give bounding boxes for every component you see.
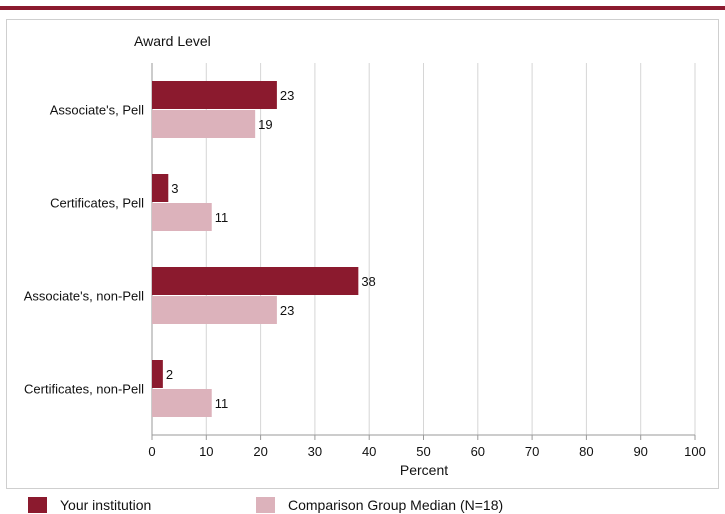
x-tick-label-80: 80 — [579, 444, 593, 459]
x-tick-label-40: 40 — [362, 444, 376, 459]
bar-associate-s-non-pell-comparison-group-median-n-18 — [152, 296, 277, 324]
x-tick-label-10: 10 — [199, 444, 213, 459]
legend-label-your-institution: Your institution — [60, 497, 152, 513]
legend-item-your-institution: Your institution — [28, 496, 151, 514]
bar-certificates-non-pell-comparison-group-median-n-18 — [152, 389, 212, 417]
top-rule — [0, 6, 725, 10]
bar-associate-s-non-pell-your-institution — [152, 267, 359, 295]
category-label-certificates-non-pell: Certificates, non-Pell — [24, 382, 144, 397]
legend-swatch-your-institution — [28, 497, 47, 513]
data-label-associate-s-non-pell-your-institution: 38 — [361, 274, 375, 289]
x-tick-label-0: 0 — [148, 444, 155, 459]
bar-certificates-pell-your-institution — [152, 174, 169, 202]
data-label-associate-s-pell-your-institution: 23 — [280, 88, 294, 103]
bar-associate-s-pell-your-institution — [152, 81, 277, 109]
legend: Your institution Comparison Group Median… — [0, 492, 725, 514]
x-tick-label-20: 20 — [253, 444, 267, 459]
x-axis-title: Percent — [400, 462, 448, 478]
x-tick-label-30: 30 — [308, 444, 322, 459]
data-label-certificates-pell-comparison-group-median-n-18: 11 — [215, 210, 229, 225]
legend-label-comparison-group: Comparison Group Median (N=18) — [288, 497, 504, 513]
bar-certificates-non-pell-your-institution — [152, 360, 163, 388]
legend-swatch-comparison-group — [256, 497, 275, 513]
data-label-certificates-non-pell-your-institution: 2 — [166, 367, 173, 382]
x-tick-label-70: 70 — [525, 444, 539, 459]
x-tick-label-60: 60 — [471, 444, 485, 459]
bar-associate-s-pell-comparison-group-median-n-18 — [152, 110, 256, 138]
bar-certificates-pell-comparison-group-median-n-18 — [152, 203, 212, 231]
category-label-associate-s-non-pell: Associate's, non-Pell — [24, 289, 144, 304]
bars — [152, 81, 359, 417]
data-label-certificates-pell-your-institution: 3 — [171, 181, 178, 196]
data-label-certificates-non-pell-comparison-group-median-n-18: 11 — [215, 396, 229, 411]
category-label-certificates-pell: Certificates, Pell — [50, 196, 144, 211]
data-label-associate-s-pell-comparison-group-median-n-18: 19 — [258, 117, 272, 132]
category-label-associate-s-pell: Associate's, Pell — [50, 103, 144, 118]
x-tick-label-50: 50 — [416, 444, 430, 459]
chart-panel — [6, 19, 719, 489]
y-axis-title: Award Level — [134, 33, 211, 49]
legend-item-comparison-group: Comparison Group Median (N=18) — [256, 496, 503, 514]
data-label-associate-s-non-pell-comparison-group-median-n-18: 23 — [280, 303, 294, 318]
x-tick-label-90: 90 — [633, 444, 647, 459]
x-tick-label-100: 100 — [684, 444, 706, 459]
